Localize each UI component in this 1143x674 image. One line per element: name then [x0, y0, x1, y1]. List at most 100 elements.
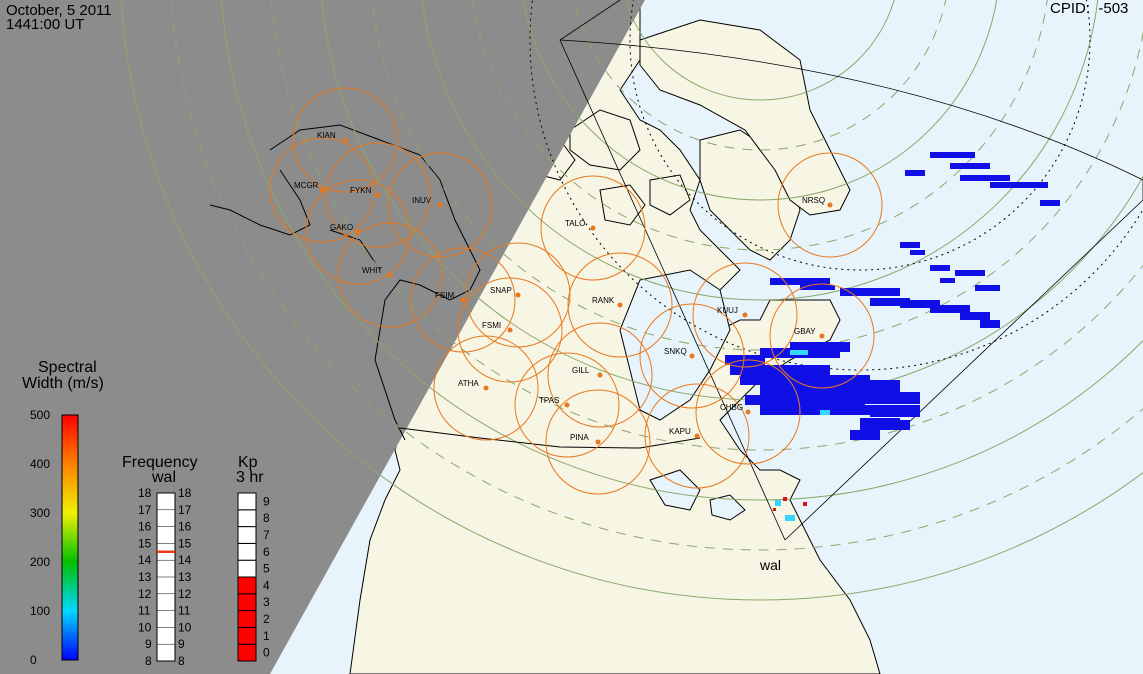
kp-box [237, 492, 257, 511]
station-atha-fov [433, 335, 539, 441]
echo-cell [870, 298, 910, 306]
station-fykn-fov [325, 142, 431, 248]
echo-cell [990, 182, 1020, 188]
station-snkq-fov [639, 303, 745, 409]
station-tpas-fov [514, 352, 620, 458]
spectral-title-1: Spectral [38, 359, 97, 376]
station-mcgr-label: MCGR [294, 181, 319, 190]
frequency-tick-right: 14 [178, 553, 192, 567]
station-talo-label: TALO [565, 219, 585, 228]
station-snkq-label: SNKQ [664, 347, 687, 356]
dotted-circles [529, 0, 1143, 371]
kp-box [237, 576, 257, 595]
station-gbay-fov [769, 283, 875, 389]
echo-cell [840, 288, 900, 296]
frequency-tick-left: 8 [145, 654, 152, 668]
spectral-tick: 300 [30, 506, 50, 520]
station-whit-dot [387, 272, 393, 278]
frequency-tick-left: 11 [138, 604, 151, 618]
echo-cell [740, 375, 870, 385]
echo-cell [955, 270, 985, 276]
frequency-tick-right: 9 [178, 637, 185, 651]
echo-cell [803, 502, 807, 506]
frequency-tick-left: 13 [138, 570, 152, 584]
station-mcgr-dot [319, 187, 325, 193]
station-gill-dot [597, 372, 603, 378]
kp-box [237, 526, 257, 544]
kp-tick: 5 [263, 562, 270, 576]
station-gbay-dot [819, 333, 825, 339]
spectral-colorbar [61, 414, 79, 661]
echo-cell [960, 312, 990, 320]
frequency-tick-left: 12 [138, 587, 152, 601]
station-mcgr-fov [269, 137, 375, 243]
echo-cell [790, 342, 850, 352]
kp-box [237, 626, 257, 645]
station-nrsq-fov [777, 152, 883, 258]
frequency-tick-right: 12 [178, 587, 192, 601]
station-tpas-label: TPAS [539, 396, 559, 405]
station-pina-dot [595, 439, 601, 445]
frequency-tick-right: 18 [178, 486, 192, 500]
station-talo-fov [540, 175, 646, 281]
station-nrsq-label: NRSQ [802, 196, 825, 205]
station-whit-fov [337, 222, 443, 328]
spectral-tick: 0 [30, 653, 37, 667]
station-gbay-label: GBAY [794, 327, 816, 336]
spectral-tick: 400 [30, 457, 50, 471]
station-chbg-fov [695, 359, 801, 465]
land [349, 0, 881, 674]
station-fsmi-label: FSMI [482, 321, 501, 330]
echo-cell [745, 395, 865, 405]
echo-cell [940, 278, 955, 283]
echo-cell [910, 250, 925, 255]
echo-cell [770, 278, 830, 285]
echo-cell [1040, 200, 1060, 206]
station-gill-label: GILL [572, 366, 590, 375]
echo-cell [870, 405, 920, 417]
station-talo-dot [590, 225, 596, 231]
frequency-tick-right: 11 [178, 604, 191, 618]
echo-cell [785, 515, 795, 521]
station-fykn-dot [375, 192, 381, 198]
echo-cell [730, 365, 830, 375]
station-fsim-label: FSIM [435, 291, 454, 300]
station-markers: KIAN MCGR FYKN INUV GAKO WHIT FSIM SNAP FSMI TALO… [294, 131, 833, 445]
station-kuuj-fov [692, 262, 798, 368]
cpid-label-text: CPID: [1050, 0, 1091, 17]
kp-box [237, 593, 257, 612]
spectral-tick: 100 [30, 604, 50, 618]
station-chbg-label: CHBG [720, 403, 743, 412]
station-gako-label: GAKO [330, 223, 353, 232]
frequency-tick-left: 16 [138, 520, 152, 534]
cpid-label: CPID: -503 [1050, 1, 1128, 16]
kp-tick: 3 [263, 595, 270, 609]
station-whit-label: WHIT [362, 266, 383, 275]
kp-box [237, 509, 257, 528]
kp-tick: 8 [263, 511, 270, 525]
echo-cell [850, 430, 880, 440]
echo-cell [1020, 182, 1048, 188]
radar-label: wal [759, 557, 781, 573]
echo-cell [773, 508, 776, 511]
kp-box [237, 542, 257, 561]
echo-cell [850, 392, 920, 404]
kp-tick: 6 [263, 545, 270, 559]
kp-title-2: 3 hr [236, 469, 264, 486]
echo-cells [725, 152, 1060, 521]
station-rank-dot [617, 302, 623, 308]
echo-cell [905, 170, 925, 176]
frequency-tick-right: 10 [178, 620, 192, 634]
station-kian-label: KIAN [317, 131, 336, 140]
spectral-width-legend: Spectral Width (m/s) 0 100 200 300 400 500 [22, 359, 104, 667]
station-fov-circles [269, 87, 883, 495]
station-rank-fov [567, 252, 673, 358]
frequency-tick-left: 10 [138, 620, 152, 634]
frequency-title-2: wal [151, 469, 176, 486]
station-gill-fov [547, 322, 653, 428]
station-snkq-dot [689, 353, 695, 359]
kp-tick: 2 [263, 612, 270, 626]
station-fykn-label: FYKN [350, 186, 372, 195]
frequency-tick-right: 13 [178, 570, 192, 584]
